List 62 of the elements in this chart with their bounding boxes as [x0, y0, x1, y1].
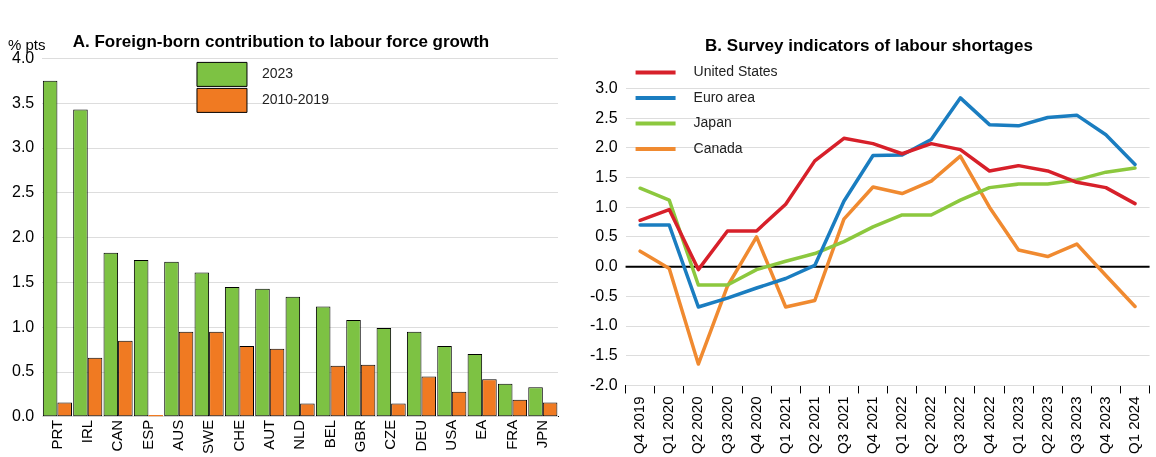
y-tick-label: 1.0: [11, 317, 35, 335]
x-tick-label: Q2 2020: [688, 396, 706, 454]
x-tick-label: USA: [441, 419, 459, 451]
y-tick-label: 3.0: [11, 138, 35, 156]
y-tick-label: -1.0: [589, 316, 618, 334]
x-tick-label: FRA: [502, 419, 520, 450]
y-tick-label: 0.0: [595, 257, 618, 275]
y-tick-label: 2.5: [595, 108, 618, 126]
legend-label: United States: [693, 63, 778, 80]
y-tick-label: 2.5: [11, 183, 35, 201]
legend-label: 2023: [261, 65, 294, 82]
x-tick-label: JPN: [532, 419, 550, 449]
y-tick-label: 0.5: [595, 227, 618, 245]
x-tick-label: Q4 2021: [863, 396, 881, 454]
y-tick-label: 3.0: [595, 78, 618, 96]
legend-label: Japan: [693, 114, 732, 131]
x-tick-label: Q4 2022: [979, 396, 997, 454]
x-tick-label: Q3 2023: [1066, 396, 1084, 454]
x-tick-label: Q1 2024: [1125, 396, 1143, 454]
chart-title: B. Survey indicators of labour shortages: [705, 35, 1033, 55]
y-tick-label: 0.0: [11, 407, 35, 425]
x-tick-label: Q4 2020: [746, 396, 764, 454]
y-tick-label: 3.5: [11, 93, 35, 111]
x-tick-label: Q1 2020: [659, 396, 677, 454]
x-tick-label: Q2 2021: [804, 396, 822, 454]
x-tick-label: CZE: [381, 419, 399, 450]
y-tick-label: 1.0: [595, 197, 618, 215]
y-tick-label: -1.5: [589, 346, 618, 364]
x-tick-label: GBR: [350, 419, 368, 453]
x-tick-label: Q4 2023: [1096, 396, 1114, 454]
y-tick-label: 0.5: [11, 362, 35, 380]
y-tick-label: 1.5: [11, 272, 35, 290]
x-tick-label: AUS: [168, 419, 186, 451]
x-tick-label: Q3 2021: [834, 396, 852, 454]
x-tick-label: Q3 2022: [950, 396, 968, 454]
y-tick-label: -0.5: [589, 286, 618, 304]
x-tick-label: BEL: [320, 419, 338, 449]
chart-title: A. Foreign-born contribution to labour force growth: [72, 31, 490, 51]
x-tick-label: ESP: [138, 419, 156, 450]
x-tick-label: NLD: [290, 419, 308, 450]
x-tick-label: Q2 2023: [1037, 396, 1055, 454]
y-tick-label: 1.5: [595, 167, 618, 185]
x-tick-label: CHE: [229, 419, 247, 452]
x-tick-label: DEU: [411, 419, 429, 452]
x-tick-label: AUT: [259, 419, 277, 450]
x-tick-label: Q2 2022: [921, 396, 939, 454]
x-tick-label: PRT: [47, 419, 65, 450]
legend-label: Canada: [693, 139, 743, 156]
y-tick-label: 2.0: [11, 228, 35, 246]
y-tick-label: -2.0: [589, 375, 618, 393]
x-tick-label: Q1 2022: [892, 396, 910, 454]
legend-label: Euro area: [693, 88, 756, 105]
x-tick-label: CAN: [108, 419, 126, 452]
x-tick-label: Q4 2019: [630, 396, 648, 454]
x-tick-label: Q1 2023: [1008, 396, 1026, 454]
x-tick-label: IRL: [77, 419, 95, 444]
x-tick-label: EA: [472, 419, 490, 440]
x-tick-label: Q3 2020: [717, 396, 735, 454]
x-tick-label: SWE: [199, 419, 217, 454]
x-tick-label: Q1 2021: [775, 396, 793, 454]
y-tick-label: 2.0: [595, 138, 618, 156]
legend-label: 2010-2019: [261, 91, 330, 108]
